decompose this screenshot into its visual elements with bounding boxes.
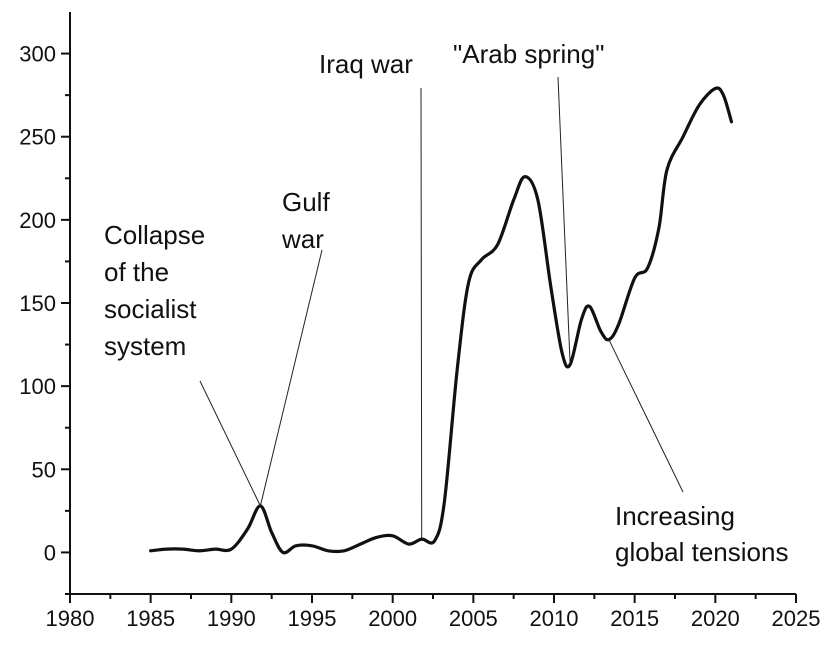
y-tick-label: 150: [19, 291, 56, 316]
annotation-label-line: system: [104, 331, 186, 361]
x-tick-label: 2025: [772, 606, 821, 631]
annotation-label-line: Gulf: [282, 187, 330, 217]
annotation-label: Iraq war: [319, 49, 413, 79]
annotation-iraq-war: Iraq war: [319, 49, 423, 540]
series-layer: [149, 86, 734, 555]
annotation-arab-spring: "Arab spring": [453, 39, 604, 365]
y-tick-label: 0: [44, 540, 56, 565]
annotation-label-line: "Arab spring": [453, 39, 604, 69]
annotation-leader-line: [420, 87, 423, 540]
annotation-label-line: Increasing: [615, 501, 735, 531]
y-tick-label: 300: [19, 42, 56, 67]
annotation-label: "Arab spring": [453, 39, 604, 69]
x-tick-label: 1980: [46, 606, 95, 631]
x-tick-label: 1995: [288, 606, 337, 631]
annotation-leader-line: [259, 249, 323, 506]
axes: 1980 1985 1990 1995 2000 2005 2010 2015 2020 2025…: [19, 12, 820, 631]
annotation-label: Increasing global tensions: [615, 501, 788, 567]
y-tick-label: 250: [19, 125, 56, 150]
y-tick-label: 100: [19, 374, 56, 399]
series-line: [149, 86, 734, 555]
annotation-label-line: of the: [104, 257, 169, 287]
y-tick-label: 50: [32, 457, 56, 482]
annotation-label: Collapse of the socialist system: [104, 220, 205, 361]
annotation-leader-line: [557, 76, 571, 365]
annotation-label-line: global tensions: [615, 537, 788, 567]
annotation-gulf-war: Gulf war: [259, 187, 330, 506]
annotation-label-line: socialist: [104, 294, 197, 324]
x-tick-label: 2010: [530, 606, 579, 631]
annotation-collapse-socialist-system: Collapse of the socialist system: [104, 220, 261, 507]
x-tick-label: 2000: [368, 606, 417, 631]
x-tick-label: 2015: [610, 606, 659, 631]
annotation-increasing-global-tensions: Increasing global tensions: [608, 339, 788, 567]
annotation-label: Gulf war: [281, 187, 330, 254]
x-tick-label: 1990: [207, 606, 256, 631]
annotation-label-line: Iraq war: [319, 49, 413, 79]
x-tick-label: 2005: [449, 606, 498, 631]
annotations-layer: Collapse of the socialist system Gulf war Iraq…: [104, 39, 788, 567]
y-tick-label: 200: [19, 208, 56, 233]
annotation-label-line: war: [281, 224, 324, 254]
annotation-leader-line: [199, 380, 261, 507]
annotation-label-line: Collapse: [104, 220, 205, 250]
x-tick-label: 1985: [126, 606, 175, 631]
annotation-leader-line: [608, 339, 684, 493]
x-tick-label: 2020: [691, 606, 740, 631]
